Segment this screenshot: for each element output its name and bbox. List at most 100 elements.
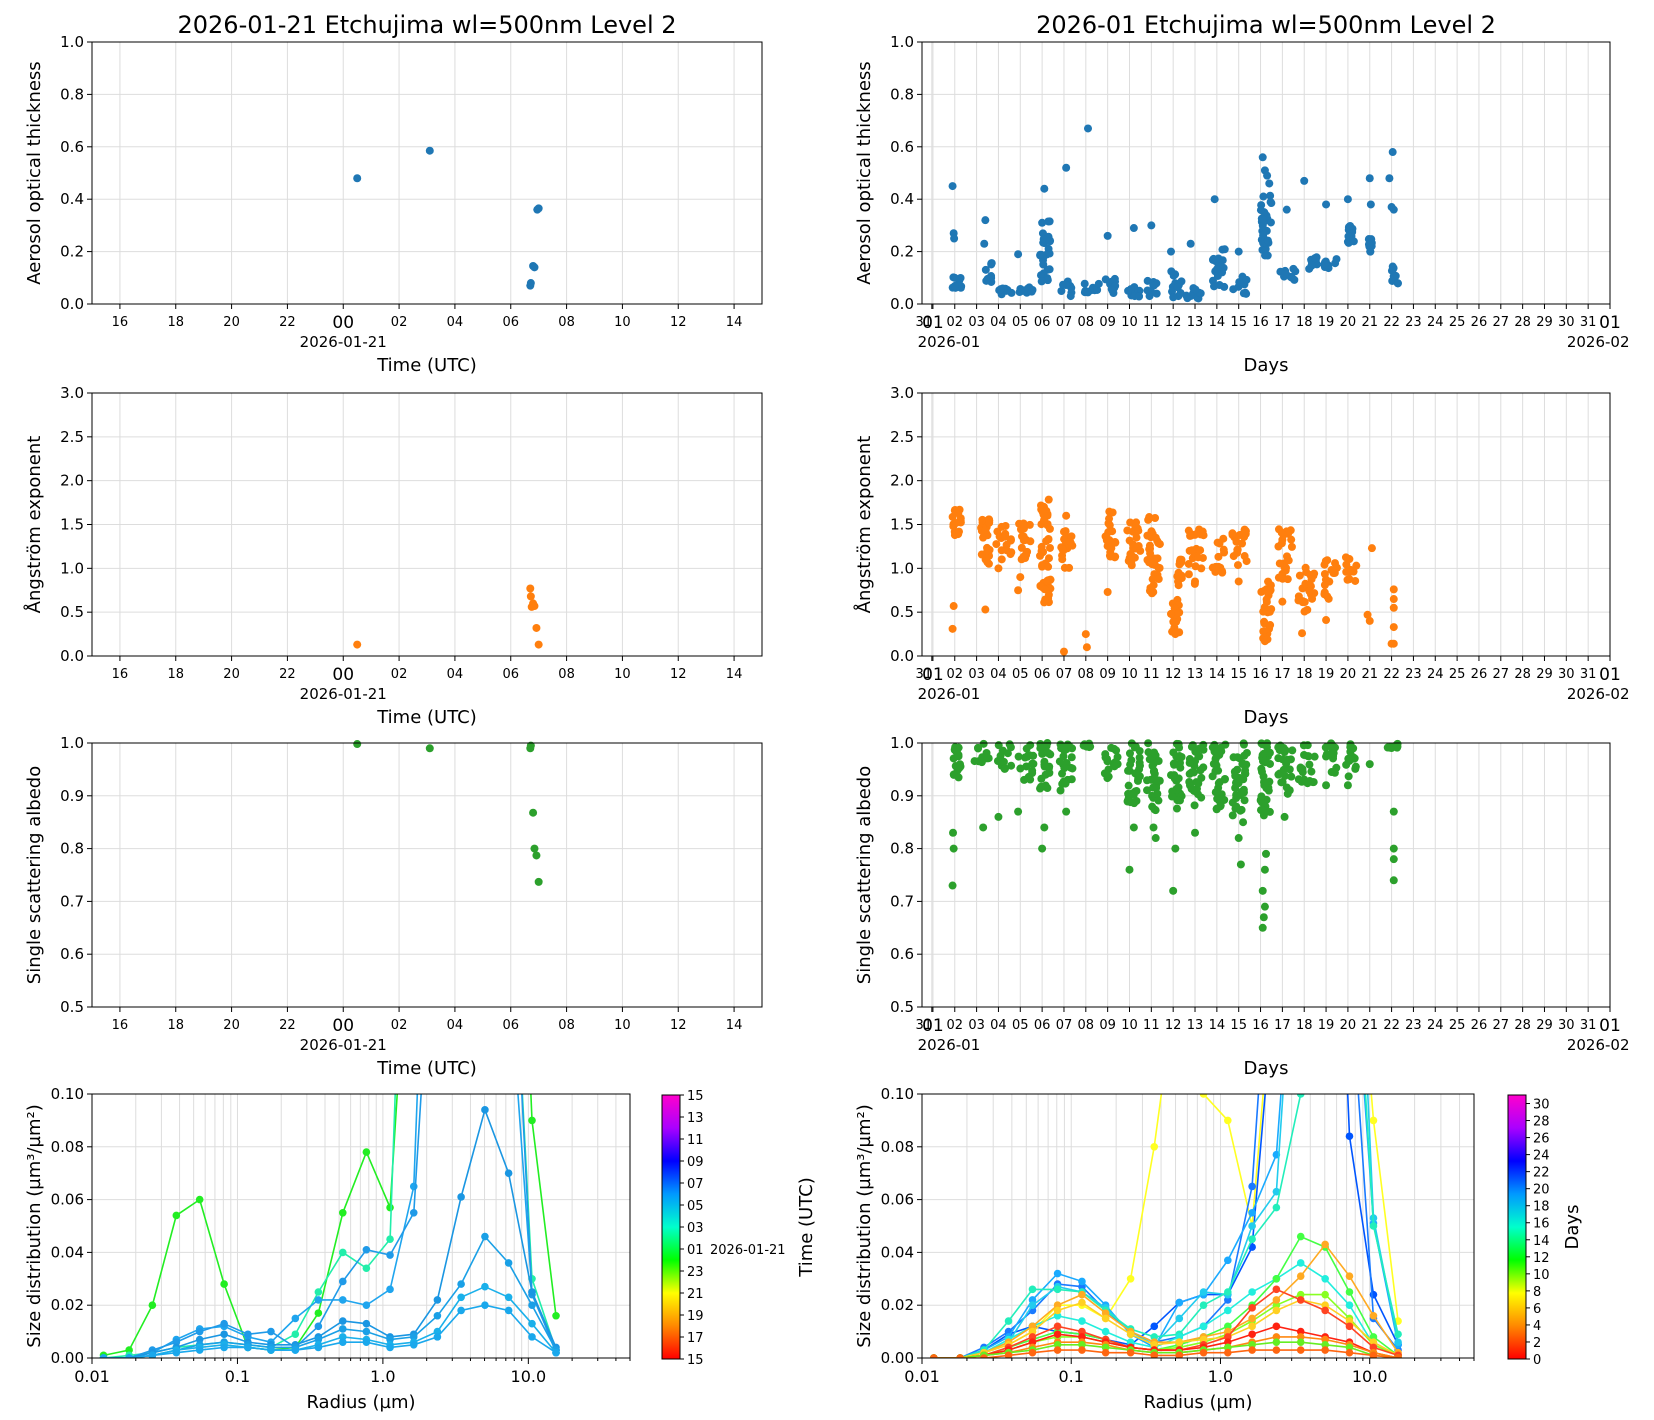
data-point (1037, 277, 1046, 286)
y-tick-label: 0.6 (60, 138, 84, 156)
series-point (1126, 1275, 1135, 1283)
y-tick-label: 0.06 (881, 1191, 914, 1209)
series-point (1345, 1301, 1354, 1309)
data-point (1068, 764, 1077, 773)
series-point (1273, 932, 1281, 940)
x-tick-label: 13 (1187, 667, 1204, 682)
x-tick-label: 17 (1274, 315, 1291, 330)
series-point (1078, 1341, 1086, 1349)
x-tick-label: 12 (1165, 315, 1182, 330)
series-point (1248, 1235, 1256, 1243)
series-point (1028, 1327, 1037, 1336)
series-point (504, 1306, 513, 1315)
data-point (1329, 749, 1338, 758)
data-point (1236, 806, 1245, 815)
data-point (981, 605, 990, 614)
x-tick-label: 04 (447, 315, 464, 330)
data-point (1257, 587, 1266, 596)
x-tick-label: 10 (1121, 315, 1138, 330)
colorbar-tick-label: 07 (687, 1177, 704, 1192)
x-tick-label: 08 (1078, 667, 1095, 682)
x-tick-label: 16 (1252, 315, 1269, 330)
series-point (434, 826, 442, 834)
series-point (362, 1338, 371, 1346)
series-point (1101, 1348, 1110, 1357)
series-point (1248, 1330, 1256, 1339)
data-point (1104, 765, 1113, 774)
series-point (1321, 826, 1329, 834)
x-tick-label: 24 (1427, 667, 1444, 682)
x-tick-label: 06 (1034, 315, 1051, 330)
data-point (526, 584, 535, 593)
y-axis-label: Size distribution (µm³/µm²) (24, 1104, 45, 1347)
data-point (1208, 255, 1217, 264)
x-end-label: 2026-02 (1567, 1036, 1630, 1054)
series-point (552, 1311, 560, 1320)
data-point (1166, 247, 1175, 256)
y-tick-label: 0.6 (60, 945, 84, 963)
series-point (1224, 1296, 1232, 1304)
x-tick-label: 02 (946, 315, 963, 330)
x-tick-label: 23 (1405, 667, 1422, 682)
series-point (386, 1335, 394, 1344)
series-point (457, 298, 465, 306)
data-point (1266, 218, 1275, 227)
y-tick-label: 0.0 (60, 647, 84, 665)
data-point (1103, 231, 1112, 240)
series-point (195, 1346, 204, 1354)
data-point (1320, 590, 1329, 599)
series-point (1078, 1333, 1086, 1341)
series-point (1369, 1333, 1378, 1341)
data-point (1299, 741, 1308, 750)
data-point (1305, 760, 1314, 769)
data-point (1177, 574, 1186, 583)
data-point (999, 757, 1008, 766)
x-tick-label: 00 (332, 1016, 354, 1036)
data-point (1153, 789, 1162, 798)
series-point (1248, 1222, 1256, 1230)
data-point (1274, 542, 1283, 551)
y-tick-label: 0.6 (890, 138, 914, 156)
data-point (985, 518, 994, 527)
data-point (1285, 786, 1294, 795)
y-tick-label: 1.0 (890, 734, 914, 752)
series-line (933, 1094, 1399, 1358)
data-point (981, 525, 990, 534)
x-tick-label: 10 (614, 315, 631, 330)
y-tick-label: 3.0 (60, 384, 84, 402)
x-tick-label: 10 (614, 667, 631, 682)
data-point (1007, 548, 1016, 557)
data-point (1173, 283, 1182, 292)
data-point (1184, 559, 1193, 568)
x-tick-label: 02 (391, 315, 408, 330)
series-point (1224, 1256, 1232, 1265)
series-point (1126, 1338, 1135, 1346)
data-point (1330, 768, 1339, 777)
data-point (1258, 806, 1267, 815)
colorbar-date-label: 2026-01-21 (710, 1243, 786, 1258)
colorbar (1507, 1094, 1527, 1360)
x-tick-label: 1.0 (1208, 1367, 1233, 1386)
series-point (1053, 1346, 1062, 1354)
x-tick-label: 03 (968, 1018, 985, 1033)
data-point (1125, 749, 1134, 758)
series-point (433, 1327, 442, 1336)
series-point (481, 1232, 489, 1241)
data-point (1213, 744, 1222, 753)
series-point (386, 1285, 394, 1294)
series-point (1199, 1288, 1208, 1296)
series-point (1224, 1322, 1232, 1331)
x-tick-label: 11 (1143, 315, 1160, 330)
data-point (1278, 597, 1287, 606)
data-point (1145, 586, 1154, 595)
data-point (1231, 771, 1240, 780)
y-tick-label: 0.9 (60, 787, 84, 805)
series-point (1053, 1330, 1062, 1339)
series-point (1394, 1354, 1402, 1358)
data-point (950, 282, 959, 291)
x-tick-label: 09 (1099, 315, 1116, 330)
series-point (1345, 1272, 1354, 1280)
data-point (1134, 774, 1143, 783)
y-tick-label: 2.0 (890, 472, 914, 490)
data-point (1389, 876, 1398, 885)
